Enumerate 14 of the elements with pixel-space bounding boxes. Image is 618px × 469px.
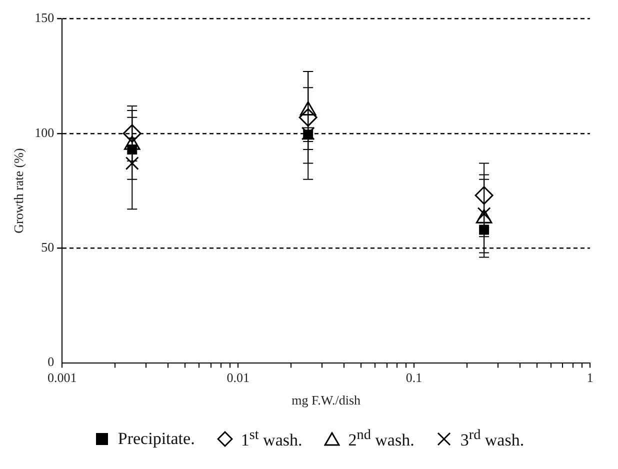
x-tick-label: 0.01 bbox=[226, 370, 250, 386]
x-tick-label: 0.001 bbox=[47, 370, 77, 386]
legend-label: 3$^{rd}$ wash. bbox=[460, 427, 524, 451]
y-tick-label: 0 bbox=[48, 354, 54, 370]
y-tick-label: 150 bbox=[34, 10, 54, 26]
y-tick-label: 50 bbox=[41, 240, 54, 255]
legend-label: 2$^{nd}$ wash. bbox=[348, 427, 414, 451]
y-tick-label: 100 bbox=[34, 124, 54, 140]
legend-label: Precipitate. bbox=[118, 428, 195, 449]
y-axis-title: Growth rate (%) bbox=[11, 148, 26, 234]
x-tick-label: 0.1 bbox=[406, 370, 422, 386]
legend-label: 1$^{st}$ wash. bbox=[240, 427, 302, 451]
x-axis-title: mg F.W./dish bbox=[292, 392, 361, 408]
x-tick-label: 1 bbox=[586, 370, 594, 386]
